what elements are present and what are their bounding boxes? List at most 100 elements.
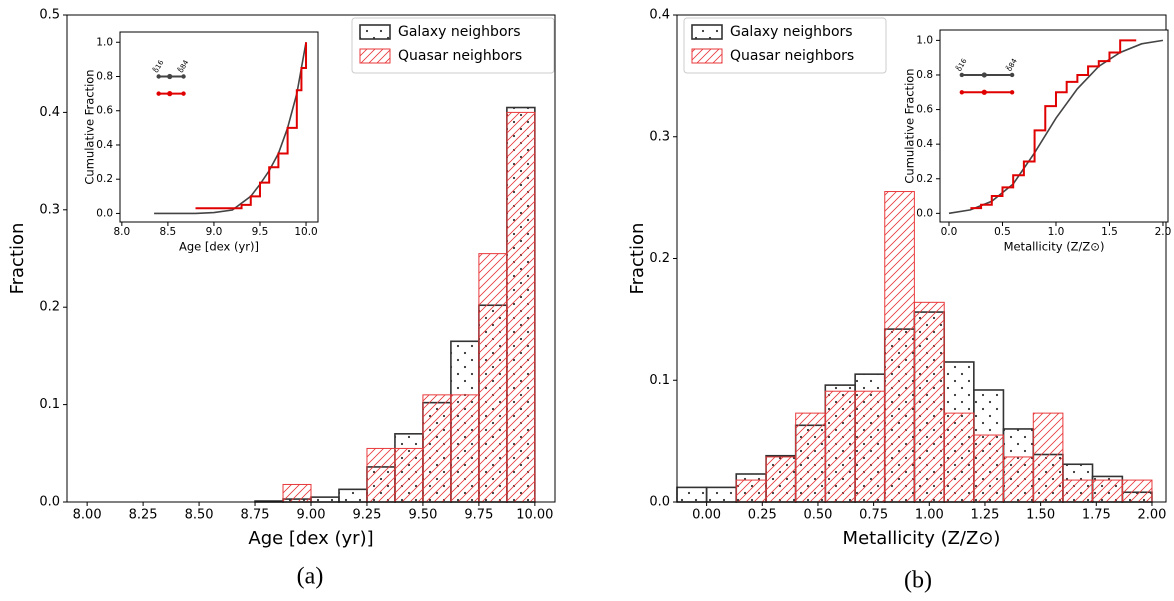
inset-x-label: Age [dex (yr)] xyxy=(179,240,259,254)
bar xyxy=(310,496,340,503)
y-tick-label: 0.3 xyxy=(39,202,60,217)
x-tick-label: 1.5 xyxy=(1101,226,1118,238)
x-tick-label: 10.00 xyxy=(516,508,553,523)
y-tick-label: 0.3 xyxy=(649,129,670,144)
x-tick-label: 9.00 xyxy=(297,508,326,523)
x-axis-label: Age [dex (yr)] xyxy=(248,528,373,549)
y-tick-label: 0.4 xyxy=(649,8,670,23)
bar xyxy=(973,434,1004,503)
bar xyxy=(854,390,886,503)
cdf-line xyxy=(195,42,308,210)
x-tick-label: 1.0 xyxy=(1048,226,1065,238)
interval-point xyxy=(959,72,965,78)
bar xyxy=(366,447,396,503)
interval-point xyxy=(981,72,987,78)
x-tick-label: 2.00 xyxy=(1137,508,1166,523)
y-tick-label: 0.5 xyxy=(39,8,60,23)
y-tick-label: 0.0 xyxy=(39,495,60,510)
x-tick-label: 8.0 xyxy=(113,226,130,238)
bar xyxy=(884,191,915,503)
y-tick-label: 0.2 xyxy=(39,300,60,315)
legend-box xyxy=(351,17,555,74)
y-tick-label: 0.4 xyxy=(39,105,60,120)
x-tick-label: 9.75 xyxy=(464,508,493,523)
bar xyxy=(1121,479,1153,503)
bar xyxy=(735,479,767,503)
y-axis-label: Fraction xyxy=(7,223,28,295)
bar xyxy=(943,412,975,503)
x-tick-label: 0.25 xyxy=(748,508,777,523)
interval-point xyxy=(167,73,173,80)
x-tick-label: 9.50 xyxy=(408,508,437,523)
axes-frame xyxy=(119,31,319,223)
y-axis-label: Fraction xyxy=(627,223,648,295)
bar xyxy=(282,483,312,503)
bar xyxy=(1032,412,1064,503)
bar xyxy=(705,486,738,503)
axes-frame-top xyxy=(66,14,556,503)
interval-point xyxy=(156,91,161,96)
bar xyxy=(824,390,856,503)
legend-label: Galaxy neighbors xyxy=(398,24,521,40)
legend-swatch xyxy=(691,48,723,64)
inset-y-label: Cumulative Fraction xyxy=(903,68,917,183)
x-tick-label: 9.5 xyxy=(252,226,269,238)
y-tick-label: 0.0 xyxy=(649,495,670,510)
x-tick-label: 1.75 xyxy=(1082,508,1111,523)
bar xyxy=(765,456,797,503)
interval-point xyxy=(1009,90,1015,95)
x-tick-label: 1.00 xyxy=(915,508,944,523)
y-tick-label: 0.0 xyxy=(916,207,933,219)
bar xyxy=(422,394,452,503)
x-tick-label: 8.5 xyxy=(160,226,177,238)
bar xyxy=(338,488,368,503)
x-tick-label: 0.0 xyxy=(941,226,958,238)
x-tick-label: 2.0 xyxy=(1155,226,1172,238)
legend-label: Galaxy neighbors xyxy=(730,24,853,40)
y-tick-label: 1.0 xyxy=(916,34,933,46)
legend-box xyxy=(683,17,887,74)
cdf-line xyxy=(970,39,1137,210)
y-tick-label: 0.1 xyxy=(649,373,670,388)
y-tick-label: 0.4 xyxy=(96,139,113,151)
inset-x-label: Metallicity (Z/Z⊙) xyxy=(1004,240,1105,254)
bar xyxy=(913,301,945,503)
bar xyxy=(506,111,536,503)
y-tick-label: 0.6 xyxy=(96,105,113,117)
bar xyxy=(394,447,424,503)
legend-label: Quasar neighbors xyxy=(398,48,522,64)
bar xyxy=(1062,479,1094,503)
caption: (b) xyxy=(904,568,932,594)
bar xyxy=(1002,456,1034,503)
y-tick-label: 0.6 xyxy=(916,104,933,116)
interval-point xyxy=(181,91,186,96)
y-tick-label: 0.8 xyxy=(916,69,933,81)
x-tick-label: 8.00 xyxy=(73,508,102,523)
bar xyxy=(450,394,480,503)
legend-label: Quasar neighbors xyxy=(730,48,854,64)
inset-y-label: Cumulative Fraction xyxy=(83,69,97,184)
y-tick-label: 1.0 xyxy=(96,36,113,48)
caption: (a) xyxy=(297,564,324,590)
y-tick-label: 0.8 xyxy=(96,71,113,83)
y-tick-label: 0.4 xyxy=(916,138,933,150)
x-axis-label: Metallicity (Z/Z⊙) xyxy=(843,528,1001,549)
y-tick-label: 0.2 xyxy=(96,173,113,185)
interval-point xyxy=(981,89,987,95)
y-tick-label: 0.1 xyxy=(39,397,60,412)
x-tick-label: 1.25 xyxy=(970,508,999,523)
x-tick-label: 0.50 xyxy=(803,508,832,523)
y-tick-label: 0.2 xyxy=(649,251,670,266)
legend-swatch xyxy=(691,24,723,40)
x-tick-label: 9.0 xyxy=(206,226,223,238)
x-tick-label: 10.0 xyxy=(294,226,317,238)
x-tick-label: 0.75 xyxy=(859,508,888,523)
bar xyxy=(1092,479,1123,503)
interval-point xyxy=(959,90,965,95)
legend-swatch xyxy=(359,48,391,64)
x-tick-label: 8.75 xyxy=(241,508,270,523)
x-tick-label: 9.25 xyxy=(352,508,381,523)
bar xyxy=(676,486,708,503)
axes-frame xyxy=(939,29,1169,223)
